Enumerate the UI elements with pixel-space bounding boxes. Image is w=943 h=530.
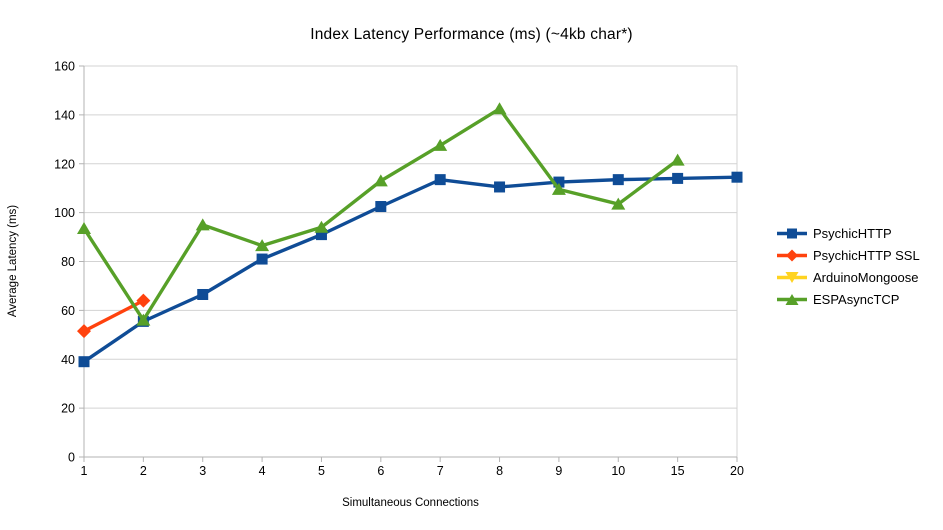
- y-tick-label: 80: [61, 255, 75, 269]
- y-tick-label: 40: [61, 353, 75, 367]
- legend-label: ArduinoMongoose: [813, 270, 919, 285]
- gridlines: [84, 65, 738, 457]
- y-tick-label: 160: [54, 60, 75, 74]
- legend-marker-icon: [777, 249, 807, 262]
- x-tick-label: 10: [611, 464, 625, 478]
- series-espasynctcp: [77, 102, 685, 326]
- legend-marker-icon: [777, 228, 807, 239]
- x-axis-title: Simultaneous Connections: [342, 497, 479, 509]
- y-axis-title: Average Latency (ms): [7, 204, 19, 318]
- legend-marker-icon: [777, 272, 807, 283]
- legend-label: PsychicHTTP: [813, 226, 892, 241]
- legend-item-espasynctcp: ESPAsyncTCP: [776, 292, 920, 307]
- x-tick-label: 2: [140, 464, 147, 478]
- y-tick-label: 20: [61, 402, 75, 416]
- legend: PsychicHTTP PsychicHTTP SSL ArduinoMongo…: [776, 226, 920, 307]
- y-tick-label: 120: [54, 157, 75, 171]
- series-psychichttp: [78, 171, 743, 368]
- x-tick-label: 8: [496, 464, 503, 478]
- x-tick-label: 15: [671, 464, 685, 478]
- x-tick-label: 5: [318, 464, 325, 478]
- legend-label: ESPAsyncTCP: [813, 292, 900, 307]
- chart-title: Index Latency Performance (ms) (~4kb cha…: [310, 26, 633, 43]
- y-tick-label: 0: [68, 451, 75, 465]
- axes: 0 20 40 60 80 100 120 140 160 1 2 3 4 5 6 7 8 9 10 15 20: [54, 60, 744, 479]
- y-tick-label: 100: [54, 206, 75, 220]
- legend-label: PsychicHTTP SSL: [813, 248, 920, 263]
- x-tick-label: 7: [437, 464, 444, 478]
- x-tick-label: 3: [199, 464, 206, 478]
- y-tick-label: 60: [61, 304, 75, 318]
- legend-item-psychichttp: PsychicHTTP: [776, 226, 920, 241]
- x-tick-label: 20: [730, 464, 744, 478]
- legend-item-psychichttp-ssl: PsychicHTTP SSL: [776, 248, 920, 263]
- x-tick-label: 9: [555, 464, 562, 478]
- legend-marker-icon: [777, 294, 807, 305]
- y-tick-label: 140: [54, 108, 75, 122]
- legend-item-arduinomongoose: ArduinoMongoose: [776, 270, 920, 285]
- x-tick-label: 4: [259, 464, 266, 478]
- x-tick-label: 1: [81, 464, 88, 478]
- x-tick-label: 6: [377, 464, 384, 478]
